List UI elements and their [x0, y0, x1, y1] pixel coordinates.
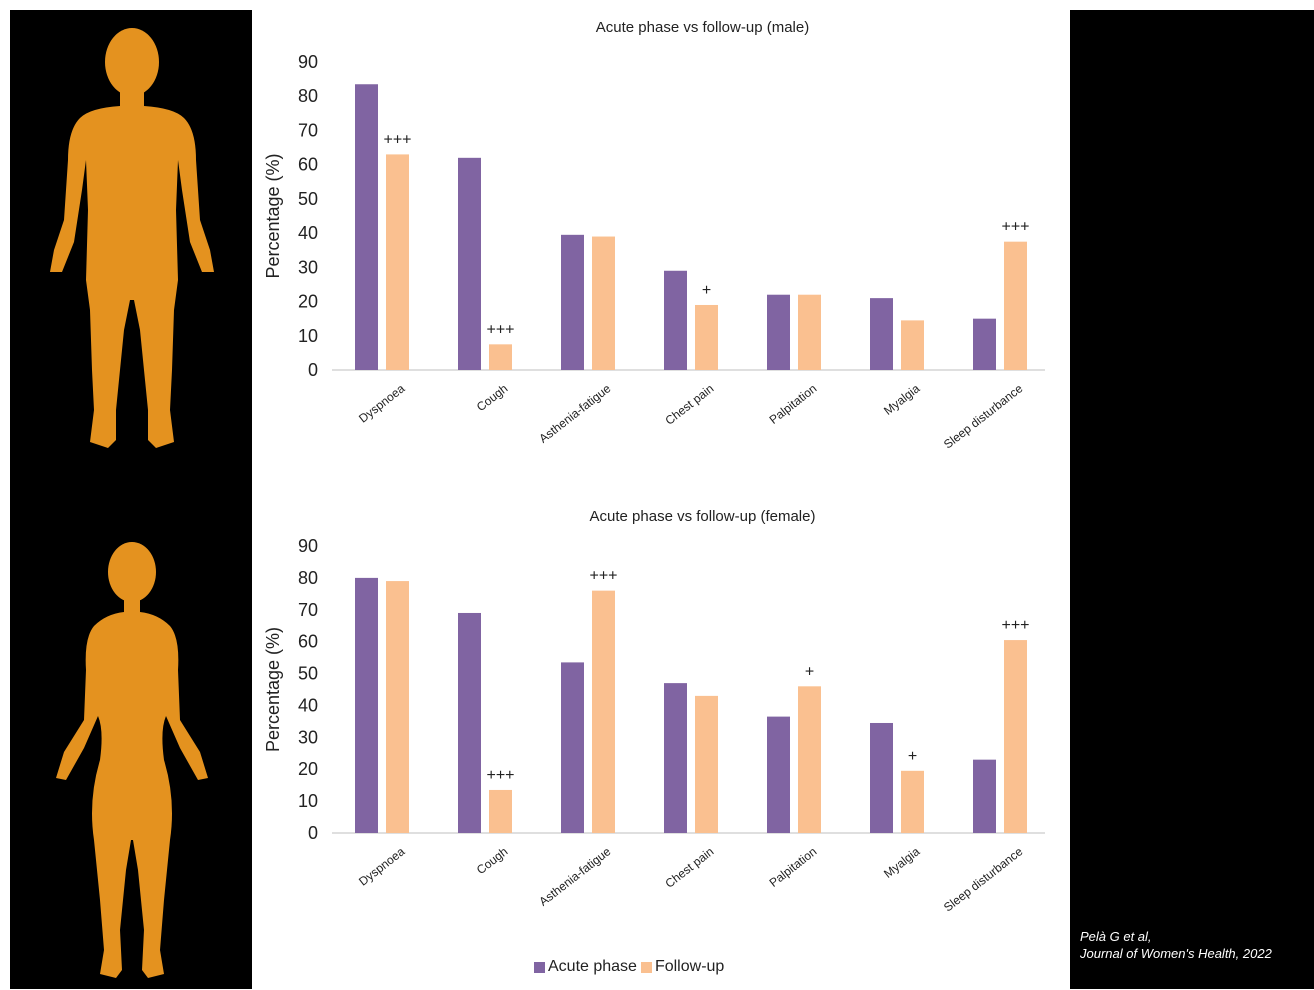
legend-item-follow: Follow-up — [640, 958, 725, 976]
bar-follow-female — [695, 695, 718, 833]
bar-follow-female — [901, 770, 924, 833]
significance-marker-male: +++ — [486, 321, 514, 338]
y-tick-label-male: 0 — [308, 360, 318, 380]
y-tick-label-female: 30 — [298, 727, 318, 747]
bar-acute-male — [664, 270, 687, 370]
y-axis-label-male: Percentage (%) — [263, 153, 283, 278]
legend-swatch-follow — [640, 961, 652, 973]
y-tick-label-male: 10 — [298, 326, 318, 346]
y-tick-label-male: 70 — [298, 120, 318, 140]
y-tick-label-male: 80 — [298, 86, 318, 106]
bar-acute-male — [870, 298, 893, 370]
significance-marker-male: +++ — [383, 131, 411, 148]
bar-acute-female — [458, 612, 481, 833]
y-tick-label-male: 50 — [298, 189, 318, 209]
y-tick-label-female: 70 — [298, 600, 318, 620]
significance-marker-female: + — [908, 748, 917, 765]
y-tick-label-male: 20 — [298, 292, 318, 312]
y-axis-label-female: Percentage (%) — [263, 627, 283, 752]
x-tick-label-male: Asthenia-fatigue — [536, 381, 613, 446]
y-tick-label-male: 40 — [298, 223, 318, 243]
significance-marker-female: +++ — [1001, 617, 1029, 634]
chart-legend: Acute phase Follow-up — [534, 955, 728, 979]
bar-acute-male — [561, 234, 584, 370]
bar-follow-female — [489, 789, 512, 833]
x-tick-label-male: Chest pain — [663, 381, 717, 427]
x-tick-label-female: Palpitation — [767, 844, 820, 890]
significance-marker-female: + — [805, 663, 814, 680]
bar-follow-male — [798, 294, 821, 370]
y-tick-label-male: 90 — [298, 52, 318, 72]
x-tick-label-male: Dyspnoea — [356, 381, 407, 426]
y-tick-label-male: 60 — [298, 155, 318, 175]
y-tick-label-female: 40 — [298, 695, 318, 715]
x-tick-label-male: Palpitation — [767, 381, 820, 427]
x-tick-label-female: Asthenia-fatigue — [536, 844, 613, 909]
legend-label-acute: Acute phase — [548, 958, 637, 975]
y-tick-label-female: 50 — [298, 664, 318, 684]
citation-journal: Journal of Women's Health, 2022 — [1080, 946, 1272, 961]
legend-swatch-acute — [534, 961, 545, 973]
bar-follow-female — [592, 590, 615, 833]
x-tick-label-female: Sleep disturbance — [941, 844, 1026, 914]
bar-acute-female — [973, 759, 996, 833]
legend-label-follow: Follow-up — [654, 958, 725, 975]
x-tick-label-male: Myalgia — [881, 381, 922, 418]
citation: Pelà G et al, Journal of Women's Health,… — [1080, 928, 1310, 962]
bar-follow-male — [1004, 241, 1027, 370]
bar-follow-male — [695, 304, 718, 370]
bar-acute-male — [355, 84, 378, 370]
y-tick-label-female: 10 — [298, 791, 318, 811]
citation-panel: Pelà G et al, Journal of Women's Health,… — [1070, 10, 1314, 989]
x-tick-label-male: Cough — [474, 381, 510, 414]
bar-follow-male — [489, 344, 512, 370]
x-tick-label-female: Cough — [474, 844, 510, 877]
citation-authors: Pelà G et al, — [1080, 929, 1152, 944]
y-tick-label-female: 20 — [298, 759, 318, 779]
chart-title-female: Acute phase vs follow-up (female) — [590, 508, 816, 525]
bar-acute-male — [973, 318, 996, 370]
y-tick-label-male: 30 — [298, 257, 318, 277]
silhouette-panel — [10, 10, 252, 989]
bar-follow-female — [1004, 640, 1027, 833]
y-tick-label-female: 90 — [298, 536, 318, 556]
bar-follow-male — [901, 320, 924, 370]
y-tick-label-female: 60 — [298, 632, 318, 652]
bar-acute-female — [561, 662, 584, 833]
bar-follow-male — [592, 236, 615, 370]
bar-acute-female — [355, 577, 378, 833]
significance-marker-female: +++ — [486, 767, 514, 784]
significance-marker-male: + — [702, 282, 711, 299]
bar-follow-male — [386, 154, 409, 370]
female-body-silhouette-icon — [56, 542, 208, 978]
x-tick-label-female: Chest pain — [663, 844, 717, 890]
bar-acute-male — [458, 157, 481, 370]
significance-marker-female: +++ — [589, 568, 617, 585]
bar-acute-female — [767, 716, 790, 833]
x-tick-label-female: Myalgia — [881, 844, 922, 881]
bar-acute-female — [870, 722, 893, 833]
chart-title-male: Acute phase vs follow-up (male) — [596, 19, 809, 36]
significance-marker-male: +++ — [1001, 219, 1029, 236]
y-tick-label-female: 0 — [308, 823, 318, 843]
x-tick-label-female: Dyspnoea — [356, 844, 407, 889]
bar-follow-female — [798, 686, 821, 833]
bar-follow-female — [386, 581, 409, 833]
x-tick-label-male: Sleep disturbance — [941, 381, 1026, 451]
bar-acute-male — [767, 294, 790, 370]
bar-acute-female — [664, 683, 687, 833]
male-body-silhouette-icon — [50, 28, 214, 448]
y-tick-label-female: 80 — [298, 568, 318, 588]
legend-item-acute: Acute phase — [534, 958, 637, 976]
